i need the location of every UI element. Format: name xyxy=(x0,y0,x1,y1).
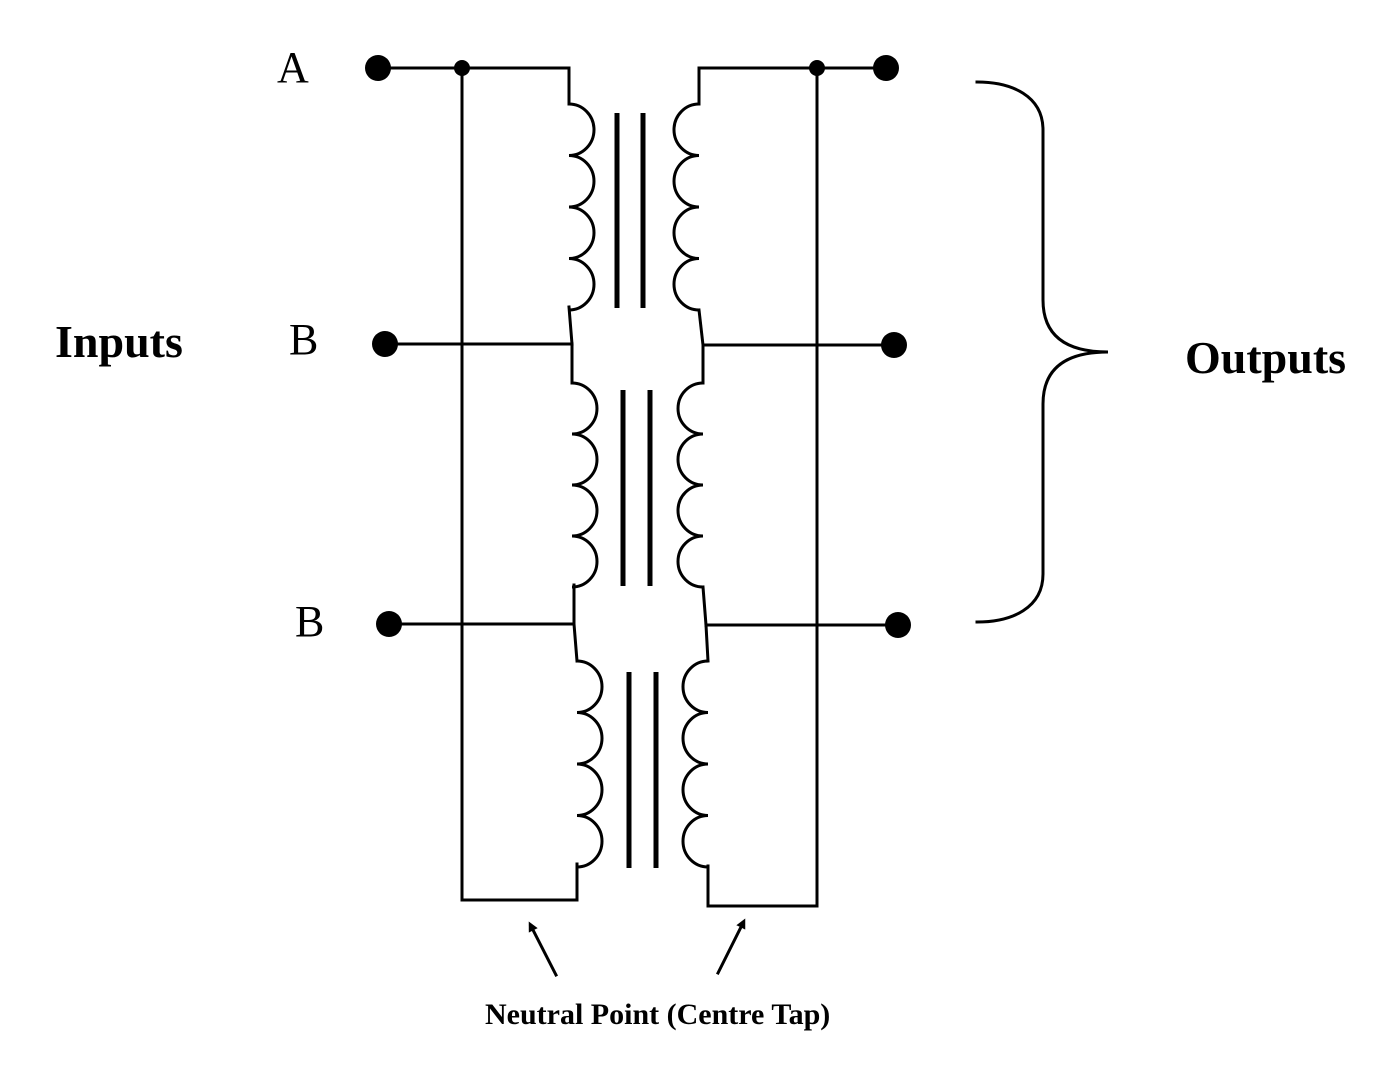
primary-coil-2 xyxy=(571,381,599,589)
primary-coil-3 xyxy=(576,659,604,869)
secondary-coil-1 xyxy=(672,102,700,312)
outputs-brace xyxy=(975,80,1109,624)
terminal-b2-label: B xyxy=(295,597,324,646)
secondary-coil-3 xyxy=(681,659,709,869)
secondary-wiring xyxy=(697,66,900,908)
outputs-label: Outputs xyxy=(1185,332,1346,383)
primary-coil-1 xyxy=(568,102,596,312)
neutral-arrow-right xyxy=(715,918,746,976)
neutral-point-label: Neutral Point (Centre Tap) xyxy=(485,998,830,1031)
secondary-coil-2 xyxy=(676,381,704,589)
neutral-arrow-left xyxy=(528,921,559,978)
primary-wiring xyxy=(376,66,579,902)
terminal-b1-label: B xyxy=(289,315,318,364)
inputs-label: Inputs xyxy=(55,316,183,367)
terminal-a-label: A xyxy=(277,43,309,92)
core-2 xyxy=(620,390,653,586)
core-1 xyxy=(614,113,646,308)
core-3 xyxy=(626,672,659,868)
